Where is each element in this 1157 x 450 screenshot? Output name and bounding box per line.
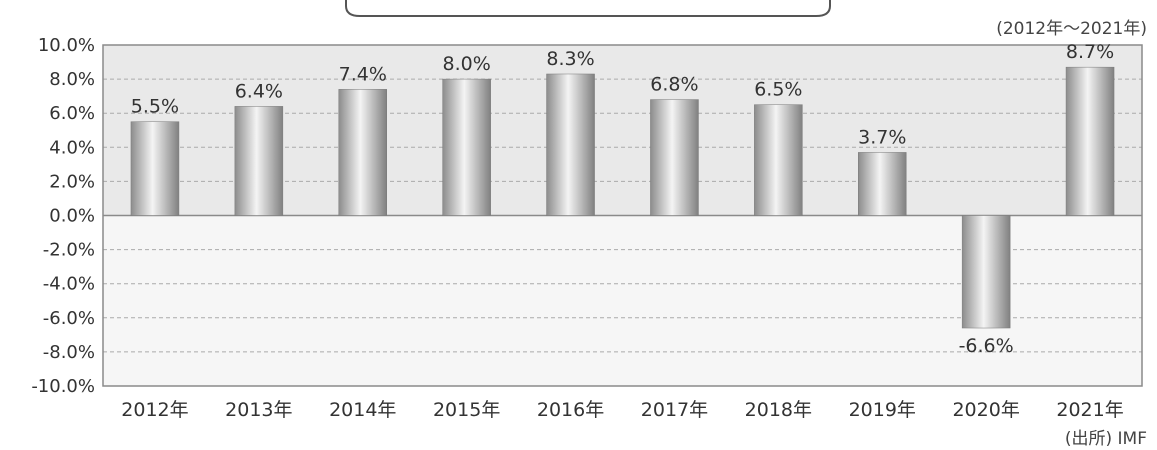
bar [961, 215, 1011, 329]
x-tick-label: 2016年 [537, 399, 604, 421]
x-tick-label: 2015年 [433, 399, 500, 421]
x-tick-label: 2020年 [952, 399, 1019, 421]
y-axis-ticks: 10.0% 8.0% 6.0% 4.0% 2.0% 0.0% -2.0% -4.0% -6.0%… [31, 35, 95, 397]
bar [858, 152, 907, 216]
bar [1065, 66, 1115, 216]
x-tick-label: 2012年 [121, 399, 188, 421]
data-label: -6.6% [959, 335, 1014, 357]
data-label: 6.8% [650, 74, 698, 96]
bar [754, 104, 803, 216]
y-tick-label: 4.0% [49, 137, 95, 158]
y-tick-label: 0.0% [49, 206, 95, 227]
bar [234, 106, 284, 216]
data-label: 3.7% [858, 126, 906, 148]
y-tick-label: -4.0% [43, 274, 95, 295]
data-label: 8.3% [546, 48, 594, 70]
x-tick-label: 2018年 [745, 399, 812, 421]
data-label: 8.7% [1066, 41, 1114, 63]
x-tick-label: 2013年 [225, 399, 292, 421]
y-tick-label: -10.0% [31, 376, 95, 397]
data-label: 6.4% [235, 80, 283, 102]
x-tick-label: 2017年 [641, 399, 708, 421]
bar [442, 78, 491, 216]
x-axis-ticks: 2012年 2013年 2014年 2015年 2016年 2017年 2018年 2019年… [121, 399, 1123, 421]
plot-border [102, 44, 1143, 387]
data-label: 6.5% [754, 79, 802, 101]
bar [338, 89, 387, 216]
x-tick-label: 2019年 [849, 399, 916, 421]
bar [546, 73, 595, 216]
y-tick-label: 10.0% [38, 35, 95, 56]
bar [130, 121, 180, 216]
x-tick-label: 2014年 [329, 399, 396, 421]
y-tick-label: 2.0% [49, 171, 95, 192]
y-tick-label: -2.0% [43, 240, 95, 261]
y-tick-label: -6.0% [43, 308, 95, 329]
source-note: (出所) IMF [1065, 429, 1147, 449]
y-tick-label: 8.0% [49, 69, 95, 90]
bar [650, 99, 699, 216]
data-label: 5.5% [131, 96, 179, 118]
data-label: 7.4% [339, 63, 387, 85]
period-note: (2012年〜2021年) [996, 19, 1147, 39]
bars: 5.5% 6.4% 7.4% 8.0% 8.3% 6.8% 6.5% 3.7% -6.6% 8.7… [130, 41, 1115, 357]
title-box-fragment [345, 0, 831, 17]
y-tick-label: -8.0% [43, 342, 95, 363]
x-tick-label: 2021年 [1056, 399, 1123, 421]
y-tick-label: 6.0% [49, 103, 95, 124]
data-label: 8.0% [443, 53, 491, 75]
